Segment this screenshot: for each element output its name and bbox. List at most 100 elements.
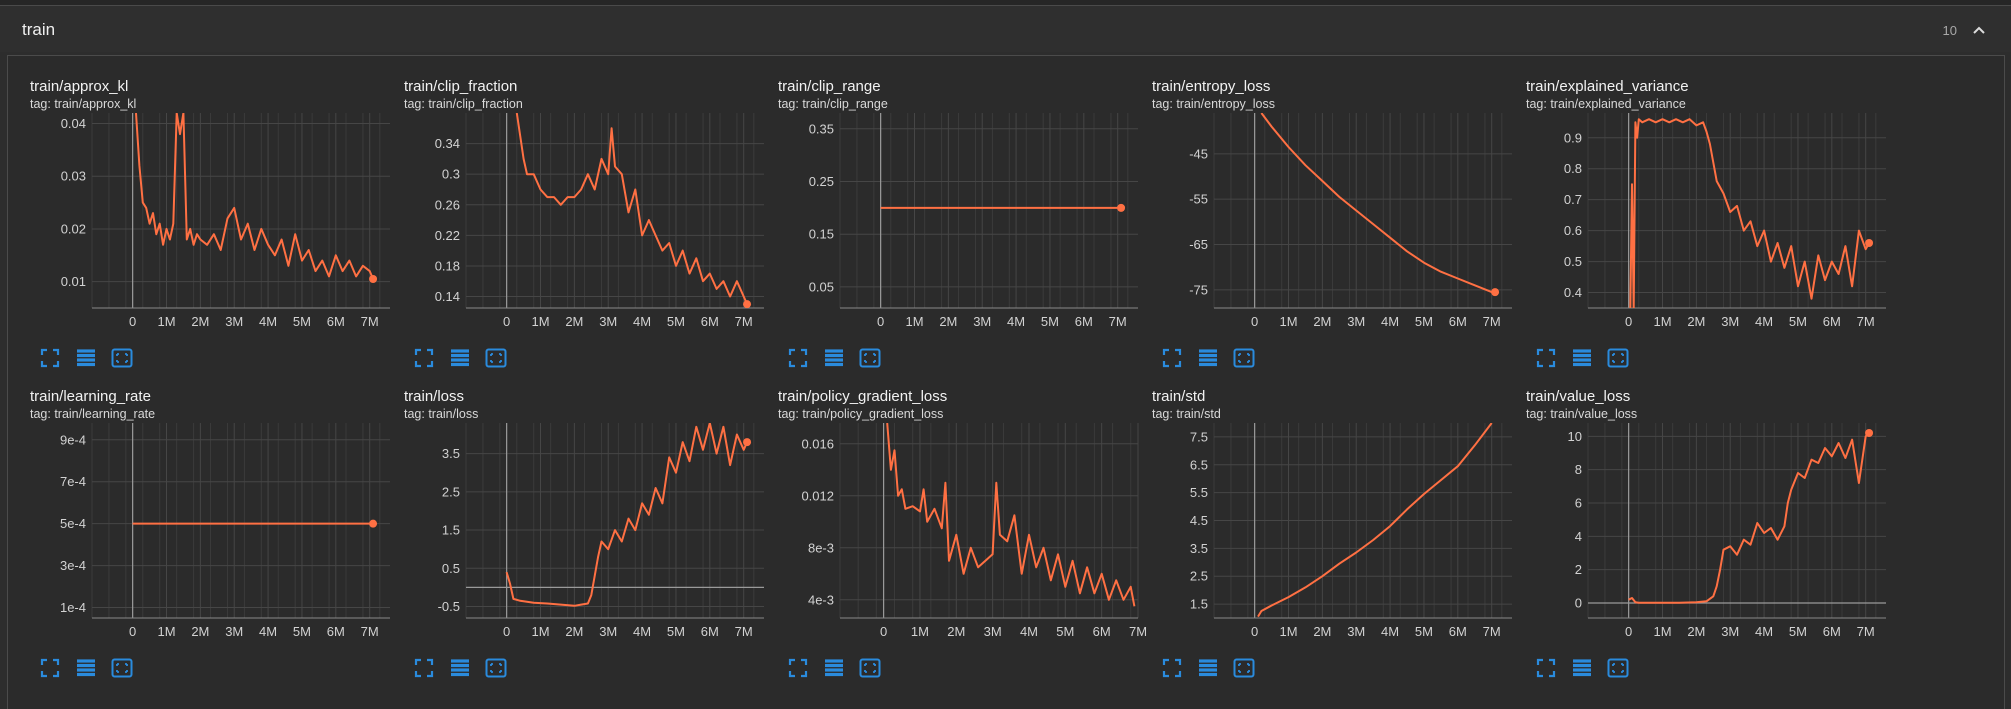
fullscreen-icon[interactable]	[38, 656, 62, 680]
chart-plot[interactable]: 0 1M 2M 3M 4M 5M 6M 7M -75 -65 -55 -45	[1152, 113, 1512, 338]
x-tick-label: 5M	[1789, 314, 1807, 329]
chart-tag: tag: train/approx_kl	[30, 97, 137, 111]
x-tick-label: 2M	[1687, 624, 1705, 639]
toggle-log-scale-icon[interactable]	[1196, 346, 1220, 370]
x-tick-label: 1M	[911, 624, 929, 639]
fit-domain-icon[interactable]	[1232, 656, 1256, 680]
x-tick-label: 7M	[1483, 624, 1501, 639]
chart-plot[interactable]: 0 1M 2M 3M 4M 5M 6M 7M 0.01 0.02 0.03 0.04	[30, 113, 390, 338]
x-tick-label: 7M	[1857, 624, 1875, 639]
x-tick-label: 6M	[327, 314, 345, 329]
toggle-log-scale-icon[interactable]	[1570, 656, 1594, 680]
y-tick-label: 5e-4	[60, 516, 86, 531]
chart-plot[interactable]: 0 1M 2M 3M 4M 5M 6M 7M -0.5 0.5 1.5 2.5 3.5	[404, 423, 764, 648]
series-line	[1628, 432, 1870, 604]
fit-domain-icon[interactable]	[484, 656, 508, 680]
fullscreen-icon[interactable]	[412, 656, 436, 680]
fit-domain-icon[interactable]	[1606, 346, 1630, 370]
x-tick-label: 5M	[293, 314, 311, 329]
x-tick-label: 0	[503, 624, 510, 639]
chart-plot[interactable]: 0 1M 2M 3M 4M 5M 6M 7M 0.4 0.5 0.6 0.7 0.8 0.9	[1526, 113, 1886, 338]
toggle-log-scale-icon[interactable]	[1570, 346, 1594, 370]
last-point-marker	[369, 275, 378, 284]
series-line	[1260, 113, 1496, 294]
x-tick-label: 0	[1625, 314, 1632, 329]
x-tick-label: 0	[1251, 314, 1258, 329]
fullscreen-icon[interactable]	[786, 656, 810, 680]
y-tick-label: -0.5	[438, 599, 460, 614]
y-tick-label: 0.03	[61, 169, 86, 184]
x-tick-label: 7M	[361, 624, 379, 639]
y-tick-label: 1.5	[442, 523, 460, 538]
fullscreen-icon[interactable]	[1534, 346, 1558, 370]
y-tick-label: 4.5	[1190, 513, 1208, 528]
chart-card: train/learning_rate tag: train/learning_r…	[30, 388, 390, 688]
series-line	[1629, 118, 1870, 308]
fit-domain-icon[interactable]	[858, 346, 882, 370]
toggle-log-scale-icon[interactable]	[74, 346, 98, 370]
chart-card: train/entropy_loss tag: train/entropy_los…	[1152, 78, 1512, 378]
fullscreen-icon[interactable]	[786, 346, 810, 370]
toggle-log-scale-icon[interactable]	[1196, 656, 1220, 680]
x-tick-label: 5M	[1415, 624, 1433, 639]
x-tick-label: 2M	[565, 314, 583, 329]
fullscreen-icon[interactable]	[38, 346, 62, 370]
x-tick-label: 1M	[531, 624, 549, 639]
y-tick-label: 3e-4	[60, 558, 86, 573]
chart-plot[interactable]: 0 1M 2M 3M 4M 5M 6M 7M 1e-4 3e-4 5e-4 7e-4 9e-4	[30, 423, 390, 648]
fullscreen-icon[interactable]	[1534, 656, 1558, 680]
chart-plot[interactable]: 0 1M 2M 3M 4M 5M 6M 7M 1.5 2.5 3.5 4.5 5.5 6.5 7.5	[1152, 423, 1512, 648]
toggle-log-scale-icon[interactable]	[822, 656, 846, 680]
x-tick-label: 4M	[1755, 624, 1773, 639]
y-tick-label: 0.35	[809, 121, 834, 136]
fullscreen-icon[interactable]	[1160, 656, 1184, 680]
x-tick-label: 0	[877, 314, 884, 329]
x-tick-label: 5M	[667, 314, 685, 329]
x-tick-label: 1M	[1279, 624, 1297, 639]
fit-domain-icon[interactable]	[858, 656, 882, 680]
x-tick-label: 0	[1251, 624, 1258, 639]
fullscreen-icon[interactable]	[1160, 346, 1184, 370]
y-tick-label: 7.5	[1190, 429, 1208, 444]
chart-tag: tag: train/clip_range	[778, 97, 888, 111]
chart-plot[interactable]: 0 1M 2M 3M 4M 5M 6M 7M 0.14 0.18 0.22 0.26 0.3 0.34	[404, 113, 764, 338]
y-tick-label: 0.5	[442, 561, 460, 576]
fit-domain-icon[interactable]	[1232, 346, 1256, 370]
y-tick-label: 0.34	[435, 136, 460, 151]
y-tick-label: 2.5	[442, 484, 460, 499]
x-tick-label: 4M	[1755, 314, 1773, 329]
y-tick-label: -55	[1189, 192, 1208, 207]
y-tick-label: 0.18	[435, 258, 460, 273]
fit-domain-icon[interactable]	[110, 656, 134, 680]
chevron-up-icon[interactable]	[1969, 20, 1989, 40]
last-point-marker	[369, 519, 378, 528]
last-point-marker	[1117, 203, 1126, 212]
fullscreen-icon[interactable]	[412, 346, 436, 370]
y-tick-label: 1e-4	[60, 600, 86, 615]
x-tick-label: 5M	[1789, 624, 1807, 639]
x-tick-label: 7M	[735, 624, 753, 639]
x-tick-label: 7M	[1129, 624, 1147, 639]
fit-domain-icon[interactable]	[1606, 656, 1630, 680]
x-tick-label: 6M	[1093, 624, 1111, 639]
x-tick-label: 7M	[1857, 314, 1875, 329]
section-header-train[interactable]: train 10	[0, 6, 2011, 52]
toggle-log-scale-icon[interactable]	[448, 656, 472, 680]
x-tick-label: 6M	[1075, 314, 1093, 329]
chart-tag: tag: train/clip_fraction	[404, 97, 523, 111]
chart-plot[interactable]: 0 1M 2M 3M 4M 5M 6M 7M 4e-3 8e-3 0.012 0.016	[778, 423, 1147, 648]
y-tick-label: 0.012	[801, 488, 834, 503]
x-tick-label: 5M	[1056, 624, 1074, 639]
fit-domain-icon[interactable]	[484, 346, 508, 370]
y-tick-label: 1.5	[1190, 597, 1208, 612]
chart-plot[interactable]: 0 1M 2M 3M 4M 5M 6M 7M 0 2 4 6 8 10	[1526, 423, 1886, 648]
chart-card: train/value_loss tag: train/value_loss 0 1M…	[1526, 388, 1886, 688]
y-tick-label: 0.4	[1564, 285, 1582, 300]
chart-plot[interactable]: 0 1M 2M 3M 4M 5M 6M 7M 0.05 0.15 0.25 0.35	[778, 113, 1138, 338]
fit-domain-icon[interactable]	[110, 346, 134, 370]
x-tick-label: 3M	[1721, 314, 1739, 329]
toggle-log-scale-icon[interactable]	[822, 346, 846, 370]
y-tick-label: 0.05	[809, 279, 834, 294]
toggle-log-scale-icon[interactable]	[74, 656, 98, 680]
toggle-log-scale-icon[interactable]	[448, 346, 472, 370]
